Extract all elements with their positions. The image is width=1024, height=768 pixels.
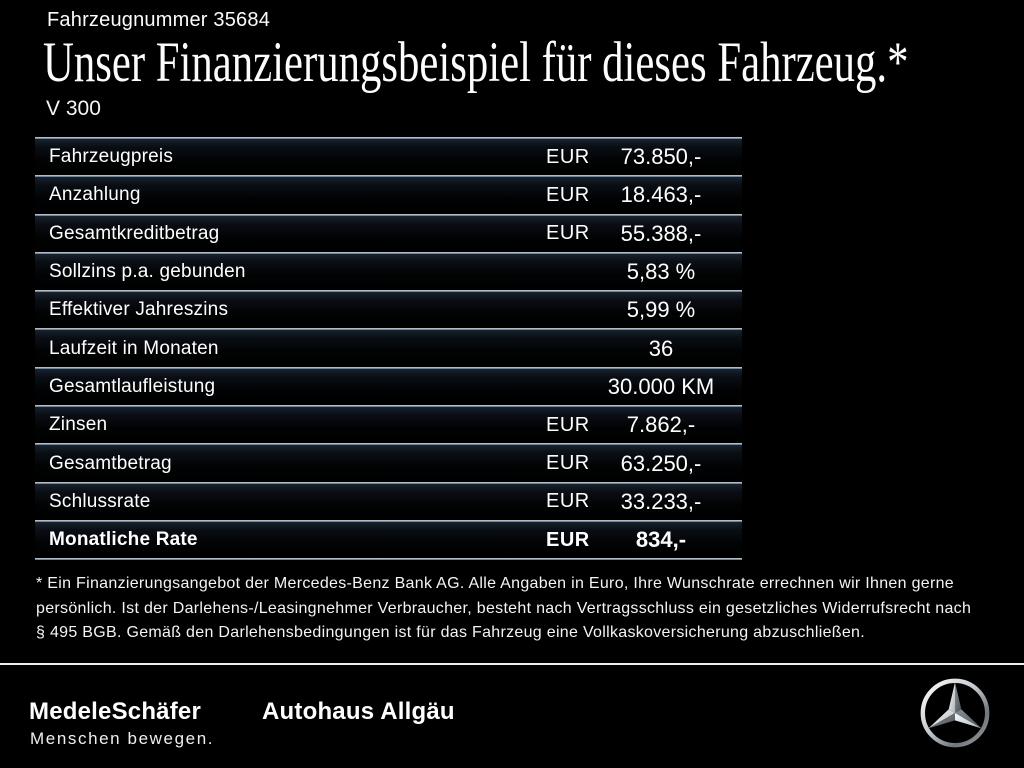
row-label: Gesamtlaufleistung [49,375,216,397]
row-currency: EUR [546,183,590,206]
row-value: 18.463,- [620,182,702,208]
dealer-tagline: Menschen bewegen. [30,729,215,748]
row-value: 55.388,- [620,220,702,246]
table-row: Gesamtkreditbetrag EUR 55.388,- [35,215,742,252]
row-value: 30.000 KM [607,373,715,399]
vehicle-model: V 300 [46,97,101,120]
row-label: Schlussrate [49,490,151,512]
financing-table: Fahrzeugpreis EUR 73.850,- Anzahlung EUR 18.4… [35,137,742,561]
row-currency: EUR [546,413,590,436]
row-value: 33.233,- [620,488,702,514]
table-row: Sollzins p.a. gebunden 5,83 % [35,253,742,291]
footer-divider [0,663,1024,665]
row-label: Zinsen [49,414,108,436]
mercedes-star-icon [920,678,990,748]
row-currency: EUR [546,452,590,475]
table-row: Gesamtbetrag EUR 63.250,- [35,445,742,482]
row-value: 63.250,- [620,450,702,476]
footnote-line: * Ein Finanzierungsangebot der Mercedes-… [36,575,954,592]
table-row: Gesamtlaufleistung 30.000 KM [35,368,742,406]
row-separator [35,366,742,369]
row-label: Gesamtbetrag [49,452,172,474]
page-title: Unser Finanzierungsbeispiel für dieses F… [43,31,909,94]
dealer-logo: MedeleSchäfer [29,698,202,725]
row-value: 5,83 % [626,259,696,285]
row-label: Anzahlung [49,184,141,206]
row-separator [35,443,742,446]
table-row: Fahrzeugpreis EUR 73.850,- [35,139,742,176]
table-row: Monatliche Rate EUR 834,- [35,521,742,559]
row-currency: EUR [546,528,590,551]
footnote: * Ein Finanzierungsangebot der Mercedes-… [36,572,971,646]
row-label: Fahrzeugpreis [49,146,174,168]
row-value: 73.850,- [620,144,702,170]
row-label: Effektiver Jahreszins [49,299,229,321]
row-currency: EUR [546,222,590,245]
vehicle-number: Fahrzeugnummer 35684 [47,9,271,31]
row-separator [35,213,742,216]
dealer-branch-logo: Autohaus Allgäu [262,698,455,725]
table-row: Anzahlung EUR 18.463,- [35,177,742,214]
table-row: Effektiver Jahreszins 5,99 % [35,292,742,329]
row-separator [35,137,742,139]
row-value: 7.862,- [626,412,696,438]
table-row: Laufzeit in Monaten 36 [35,330,742,367]
row-separator [35,175,742,178]
row-label: Sollzins p.a. gebunden [49,261,246,283]
row-separator [35,519,742,522]
row-currency: EUR [546,490,590,513]
table-row: Zinsen EUR 7.862,- [35,407,742,444]
row-value: 5,99 % [626,297,696,323]
row-label: Gesamtkreditbetrag [49,222,220,244]
row-separator [35,290,742,293]
footnote-line: § 495 BGB. Gemäß den Darlehensbedingunge… [36,624,866,642]
row-separator [35,328,742,331]
row-value: 36 [648,335,674,361]
row-label: Laufzeit in Monaten [49,337,219,359]
row-separator [35,251,742,254]
row-separator [35,558,742,561]
row-value: 834,- [635,527,687,553]
row-separator [35,481,742,484]
row-separator [35,405,742,408]
footnote-line: persönlich. Ist der Darlehens-/Leasingne… [36,599,972,617]
table-row: Schlussrate EUR 33.233,- [35,483,742,520]
row-label: Monatliche Rate [49,529,198,551]
row-currency: EUR [546,145,590,168]
